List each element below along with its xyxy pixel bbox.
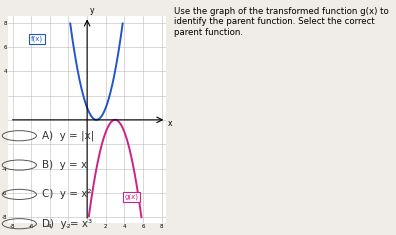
Text: D)  y = x³: D) y = x³ bbox=[42, 219, 92, 229]
Text: B)  y = x: B) y = x bbox=[42, 160, 87, 170]
Text: g(x): g(x) bbox=[124, 194, 138, 200]
Text: x: x bbox=[168, 119, 173, 128]
Text: A)  y = |x|: A) y = |x| bbox=[42, 130, 95, 141]
Text: f(x): f(x) bbox=[31, 36, 43, 42]
Text: Use the graph of the transformed function g(x) to identify the parent function. : Use the graph of the transformed functio… bbox=[174, 7, 389, 37]
Text: y: y bbox=[90, 6, 94, 15]
Text: C)  y = x²: C) y = x² bbox=[42, 189, 91, 199]
